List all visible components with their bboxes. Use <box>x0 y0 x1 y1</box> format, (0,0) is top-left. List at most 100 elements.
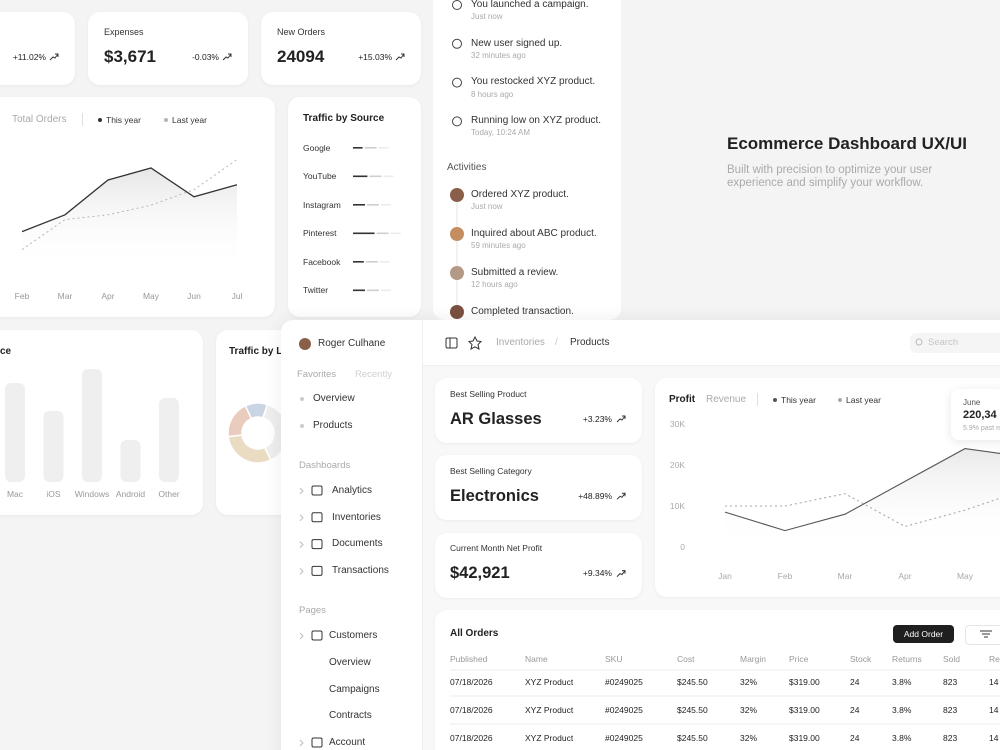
breadcrumb[interactable]: Inventories <box>496 336 545 348</box>
table-cell: 07/18/2026 <box>450 676 493 687</box>
x-tick-label: Feb <box>14 290 30 301</box>
stat-value: $3,671 <box>104 47 156 67</box>
card-title: ce <box>0 345 12 357</box>
x-tick-label: Jun <box>187 290 201 301</box>
notification-text: You launched a campaign. <box>471 0 589 10</box>
chart-tab[interactable]: Revenue <box>706 393 747 405</box>
column-header: Price <box>789 653 809 664</box>
source-name: Google <box>303 142 331 153</box>
nav-item[interactable]: Transactions <box>332 565 389 577</box>
nav-item[interactable]: Documents <box>332 538 383 550</box>
legend-label: This year <box>106 114 141 125</box>
column-header: Margin <box>740 653 766 664</box>
x-tick-label: May <box>142 290 160 301</box>
table-cell: 823 <box>943 704 958 715</box>
table-cell: #0249025 <box>605 676 643 687</box>
x-tick-label: Apr <box>898 570 912 581</box>
table-cell: $319.00 <box>789 704 820 715</box>
notification-time: 32 minutes ago <box>471 50 526 60</box>
table-cell: XYZ Product <box>525 732 574 743</box>
section-title: Pages <box>299 605 326 617</box>
nav-item[interactable]: Account <box>329 736 366 748</box>
kpi-change: +48.89% <box>578 491 612 502</box>
card-title: Traffic by Source <box>303 112 385 124</box>
table-cell: $245.50 <box>677 704 708 715</box>
table-cell: 07/18/2026 <box>450 732 493 743</box>
column-header: SKU <box>605 653 623 664</box>
kpi-value: $42,921 <box>450 564 510 583</box>
kpi-change: +9.34% <box>582 568 612 579</box>
legend-label: Last year <box>846 394 881 405</box>
kpi-card <box>435 455 642 521</box>
kpi-card <box>435 532 642 598</box>
kpi-change: +3.23% <box>582 413 612 424</box>
source-name: Pinterest <box>303 228 337 239</box>
kpi-value: Electronics <box>450 487 539 506</box>
notification-panel <box>433 0 621 320</box>
separator <box>82 113 83 126</box>
x-tick-label: iOS <box>46 488 61 499</box>
y-tick-label: 10K <box>669 500 685 511</box>
device-card <box>0 330 203 515</box>
nav-item[interactable]: Customers <box>329 629 378 641</box>
table-cell: 3.8% <box>892 732 912 743</box>
x-tick-label: Mar <box>837 570 853 581</box>
stat-card <box>261 12 421 85</box>
column-header: Name <box>525 653 548 664</box>
y-tick-label: 20K <box>669 459 685 470</box>
kpi-label: Best Selling Product <box>450 388 527 399</box>
notification-time: Just now <box>471 12 503 22</box>
column-header: Sold <box>943 653 961 664</box>
table-cell: $319.00 <box>789 676 820 687</box>
chart-tab: Total Orders <box>12 113 67 125</box>
nav-subitem[interactable]: Contracts <box>329 710 372 722</box>
column-header: Published <box>450 653 488 664</box>
y-tick-label: 30K <box>669 418 685 429</box>
source-name: Facebook <box>303 256 341 267</box>
nav-item[interactable]: Analytics <box>332 484 373 496</box>
section-title: Dashboards <box>299 460 351 472</box>
table-cell: 07/18/2026 <box>450 704 493 715</box>
x-tick-label: May <box>956 570 974 581</box>
notification-text: New user signed up. <box>471 37 563 49</box>
nav-item[interactable]: Inventories <box>332 511 381 523</box>
card-title: Traffic by L <box>229 345 283 357</box>
x-tick-label: Mac <box>6 488 24 499</box>
table-cell: $245.50 <box>677 732 708 743</box>
sidebar-tab: Recently <box>355 369 392 381</box>
chart-tab[interactable]: Profit <box>669 393 696 405</box>
nav-item[interactable]: Overview <box>313 392 355 404</box>
source-name: YouTube <box>303 171 337 182</box>
search-box[interactable] <box>910 333 1000 353</box>
kpi-label: Current Month Net Profit <box>450 543 543 554</box>
button[interactable] <box>893 625 954 643</box>
legend-label: Last year <box>172 114 207 125</box>
chart-card <box>655 378 1000 597</box>
tooltip-note: 5.9% past m <box>963 424 1000 432</box>
table-cell: 3.8% <box>892 704 912 715</box>
x-tick-label: Jan <box>718 570 732 581</box>
stat-card <box>0 12 75 85</box>
table-cell: #0249025 <box>605 732 643 743</box>
separator <box>757 393 758 406</box>
divider <box>423 365 1000 366</box>
tooltip-value: 220,34 <box>963 409 997 422</box>
stat-card <box>88 12 248 85</box>
table-cell: 24 <box>850 676 860 687</box>
nav-item[interactable]: Products <box>313 419 353 431</box>
column-header: Cost <box>677 653 695 664</box>
table-cell: #0249025 <box>605 704 643 715</box>
table-cell: XYZ Product <box>525 676 574 687</box>
table-cell: 823 <box>943 732 958 743</box>
source-name: Twitter <box>303 285 329 296</box>
filter-button[interactable] <box>965 625 1000 645</box>
hero-title: Ecommerce Dashboard UX/UI <box>727 134 967 154</box>
nav-subitem[interactable]: Campaigns <box>329 683 380 695</box>
table-cell: 32% <box>740 704 758 715</box>
nav-subitem[interactable]: Overview <box>329 656 371 668</box>
breadcrumb-separator: / <box>555 336 558 348</box>
divider <box>422 320 423 750</box>
table-cell: 823 <box>943 676 958 687</box>
table-cell: 24 <box>850 732 860 743</box>
